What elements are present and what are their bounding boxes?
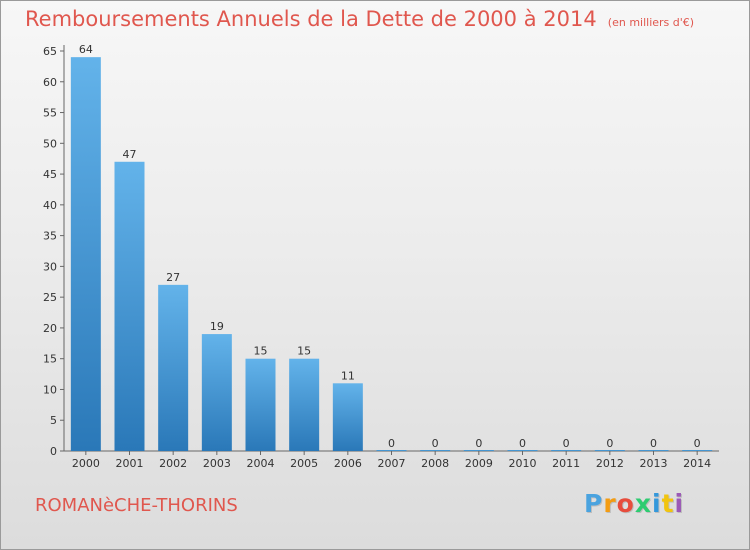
bar-value-label: 15	[297, 345, 311, 358]
x-tick-label: 2014	[683, 457, 711, 470]
y-tick-label: 20	[43, 322, 57, 335]
x-tick-label: 2005	[290, 457, 318, 470]
bar-value-label: 15	[254, 345, 268, 358]
y-tick-label: 45	[43, 168, 57, 181]
bar	[638, 450, 669, 451]
bar-value-label: 0	[475, 437, 482, 450]
bar	[332, 383, 363, 451]
bar-value-label: 0	[563, 437, 570, 450]
x-tick-label: 2002	[159, 457, 187, 470]
bar-value-label: 0	[650, 437, 657, 450]
x-tick-label: 2012	[596, 457, 624, 470]
logo-letter: o	[616, 489, 635, 518]
bar	[551, 450, 582, 451]
x-tick-label: 2000	[72, 457, 100, 470]
bar-value-label: 27	[166, 271, 180, 284]
x-tick-label: 2003	[203, 457, 231, 470]
bar-value-label: 0	[388, 437, 395, 450]
bar	[289, 358, 320, 451]
y-tick-label: 60	[43, 76, 57, 89]
bar-value-label: 11	[341, 369, 355, 382]
bar	[507, 450, 538, 451]
x-tick-label: 2011	[552, 457, 580, 470]
y-tick-label: 55	[43, 107, 57, 120]
logo-letter: i	[652, 489, 662, 518]
y-tick-label: 40	[43, 199, 57, 212]
bar-value-label: 0	[432, 437, 439, 450]
bar-value-label: 19	[210, 320, 224, 333]
bar-value-label: 64	[79, 43, 93, 56]
chart-title: Remboursements Annuels de la Dette de 20…	[25, 7, 694, 31]
y-tick-label: 5	[50, 414, 57, 427]
proxiti-logo: Proxiti	[584, 489, 684, 518]
bar-value-label: 0	[606, 437, 613, 450]
logo-letter: P	[584, 489, 604, 518]
bar	[201, 334, 232, 451]
chart-title-main: Remboursements Annuels de la Dette de 20…	[25, 7, 597, 31]
logo-letter: r	[603, 489, 617, 518]
x-tick-label: 2006	[334, 457, 362, 470]
x-tick-label: 2008	[421, 457, 449, 470]
x-tick-label: 2010	[509, 457, 537, 470]
bar	[594, 450, 625, 451]
bar-value-label: 47	[123, 148, 137, 161]
logo-letter: t	[661, 489, 675, 518]
bar	[245, 358, 276, 451]
x-tick-label: 2004	[247, 457, 275, 470]
bar	[114, 161, 145, 451]
bar-value-label: 0	[694, 437, 701, 450]
x-tick-label: 2013	[640, 457, 668, 470]
x-tick-label: 2001	[116, 457, 144, 470]
city-name: ROMANèCHE-THORINS	[35, 495, 238, 516]
y-tick-label: 50	[43, 137, 57, 150]
y-tick-label: 30	[43, 260, 57, 273]
bar	[420, 450, 451, 451]
y-tick-label: 65	[43, 45, 57, 58]
chart-title-unit: (en milliers d'€)	[607, 16, 695, 29]
y-tick-label: 25	[43, 291, 57, 304]
logo-letter: i	[674, 489, 685, 518]
bar-value-label: 0	[519, 437, 526, 450]
x-tick-label: 2007	[378, 457, 406, 470]
bar	[682, 450, 713, 451]
bar	[376, 450, 407, 451]
x-tick-label: 2009	[465, 457, 493, 470]
y-tick-label: 15	[43, 353, 57, 366]
y-tick-label: 35	[43, 230, 57, 243]
logo-letter: x	[634, 489, 652, 518]
bar	[463, 450, 494, 451]
y-tick-label: 10	[43, 383, 57, 396]
bar	[158, 284, 189, 451]
bar	[70, 57, 101, 452]
y-tick-label: 0	[50, 445, 57, 458]
